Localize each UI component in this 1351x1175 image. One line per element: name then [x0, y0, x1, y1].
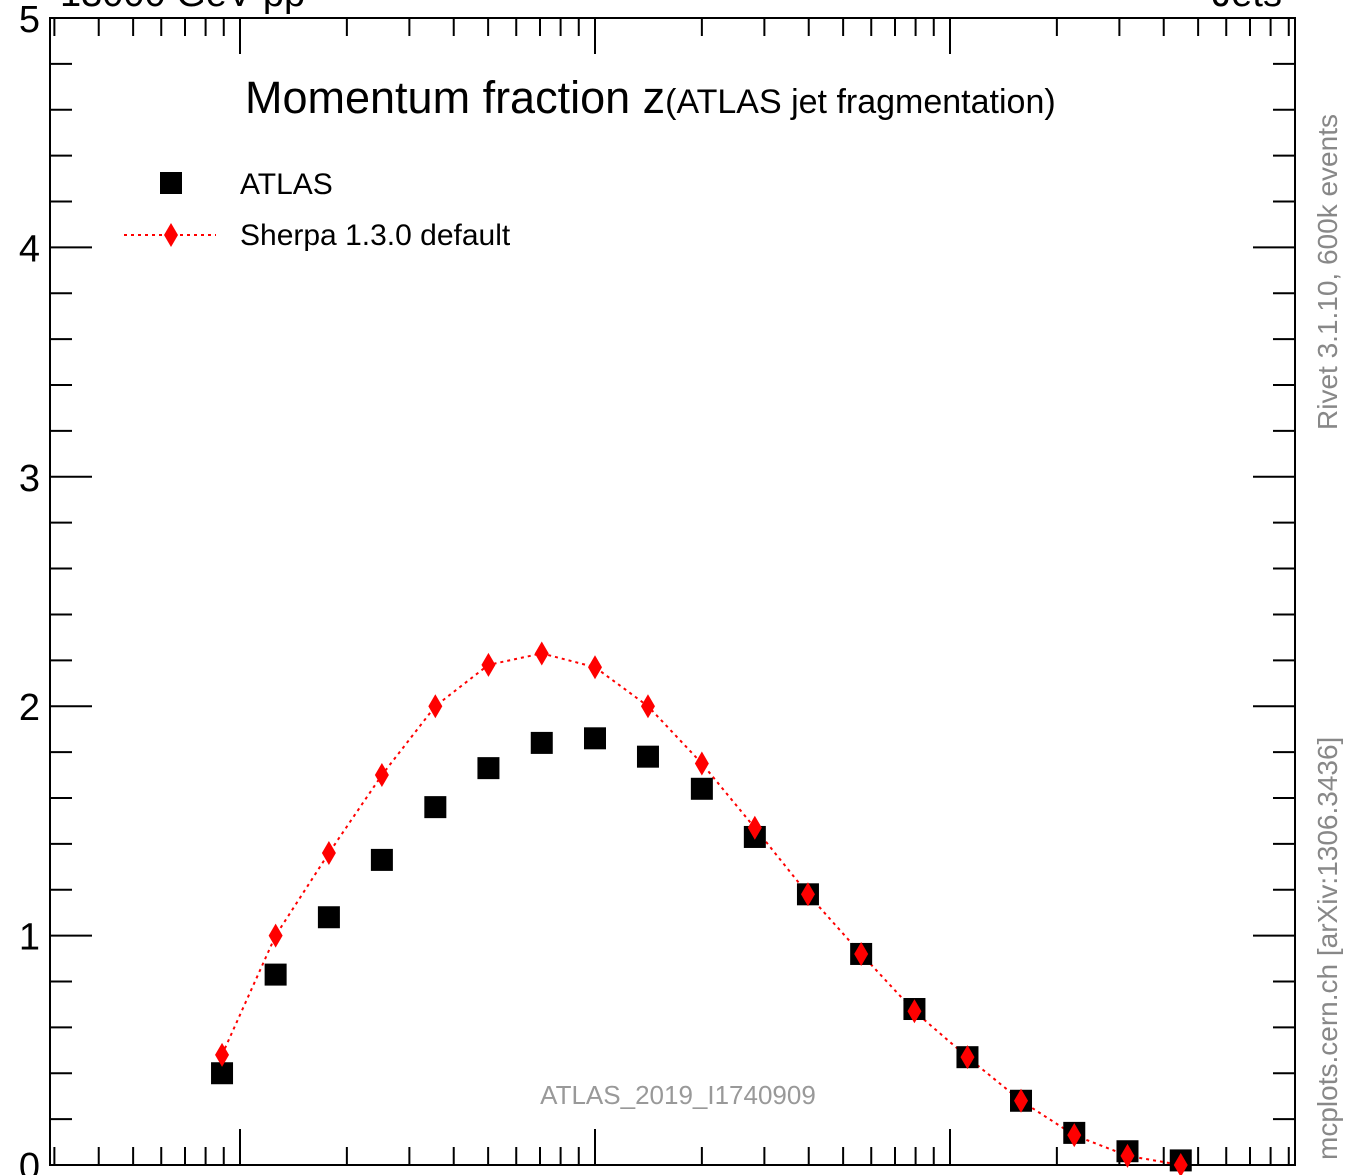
sherpa-point [321, 841, 336, 866]
chart-title-suffix: (ATLAS jet fragmentation) [665, 83, 1056, 121]
axis-ticks [50, 17, 1295, 1166]
legend: ATLAS Sherpa 1.3.0 default [124, 168, 511, 252]
legend-sherpa-marker [164, 223, 178, 247]
side-label-source: mcplots.cern.ch [arXiv:1306.3436] [1312, 736, 1343, 1160]
series-sherpa-points [215, 641, 1188, 1175]
sherpa-point [588, 655, 602, 680]
chart-title-main: Momentum fraction z [245, 72, 665, 123]
atlas-point [530, 731, 553, 754]
legend-sherpa-label: Sherpa 1.3.0 default [240, 219, 511, 252]
side-label-generator: Rivet 3.1.10, 600k events [1312, 114, 1343, 430]
y-tick-label: 2 [19, 687, 40, 729]
sherpa-point [1120, 1143, 1135, 1168]
atlas-point [264, 963, 287, 986]
sherpa-point [960, 1045, 975, 1070]
atlas-point [584, 727, 606, 750]
y-tick-label: 1 [19, 917, 40, 959]
y-tick-label: 0 [19, 1146, 40, 1175]
sherpa-point [854, 941, 869, 966]
watermark: ATLAS_2019_I1740909 [540, 1080, 816, 1110]
atlas-point [370, 848, 393, 871]
y-tick-labels: 0 1 2 3 4 5 [19, 0, 40, 1175]
sherpa-point [907, 999, 922, 1024]
atlas-point [477, 757, 500, 780]
sherpa-point [534, 641, 549, 666]
header-top-left: 13000 GeV pp [60, 0, 305, 15]
sherpa-point [1173, 1153, 1188, 1175]
sherpa-point [1014, 1088, 1029, 1113]
plot-frame [49, 17, 1296, 1166]
sherpa-point [268, 923, 283, 948]
atlas-point [636, 745, 659, 768]
sherpa-point [374, 763, 389, 788]
sherpa-point [428, 694, 443, 719]
header-top-right: Jets [1212, 0, 1282, 15]
atlas-point [211, 1062, 234, 1085]
sherpa-point [640, 694, 655, 719]
y-tick-label: 4 [19, 228, 40, 270]
sherpa-point [694, 751, 709, 776]
atlas-point [424, 796, 447, 819]
sherpa-point [215, 1042, 230, 1067]
sherpa-point [481, 652, 496, 677]
sherpa-point [747, 815, 762, 840]
y-tick-label: 5 [19, 0, 40, 41]
sherpa-point [1067, 1123, 1082, 1148]
legend-atlas-label: ATLAS [240, 168, 333, 201]
y-tick-label: 3 [19, 458, 40, 500]
atlas-point [317, 906, 340, 929]
sherpa-point [800, 882, 815, 907]
chart-title: Momentum fraction z(ATLAS jet fragmentat… [245, 72, 1056, 123]
atlas-point [690, 777, 713, 800]
legend-atlas-marker [160, 172, 182, 194]
